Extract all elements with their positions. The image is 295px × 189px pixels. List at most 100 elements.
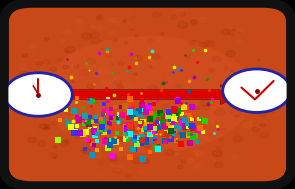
Circle shape xyxy=(113,128,117,130)
Point xyxy=(209,100,214,103)
Point xyxy=(122,125,127,128)
Circle shape xyxy=(198,115,207,121)
Circle shape xyxy=(191,20,197,25)
Point xyxy=(140,157,145,160)
Point xyxy=(139,114,144,117)
Circle shape xyxy=(133,76,135,77)
Point xyxy=(73,100,78,103)
Circle shape xyxy=(233,29,236,31)
Circle shape xyxy=(234,73,238,76)
Point xyxy=(133,136,138,139)
Point xyxy=(75,116,80,119)
Point xyxy=(94,128,98,131)
Point xyxy=(134,112,138,115)
Point xyxy=(173,139,178,142)
Circle shape xyxy=(52,121,58,125)
Circle shape xyxy=(157,37,162,41)
Circle shape xyxy=(212,150,222,157)
Point xyxy=(95,149,99,152)
Circle shape xyxy=(161,104,170,109)
Circle shape xyxy=(86,63,94,68)
Point xyxy=(187,89,191,92)
Point xyxy=(182,106,186,109)
Point xyxy=(139,143,144,146)
Circle shape xyxy=(122,78,132,84)
Circle shape xyxy=(195,151,203,156)
Circle shape xyxy=(169,119,179,125)
Circle shape xyxy=(93,152,103,158)
Point xyxy=(150,50,155,53)
Circle shape xyxy=(204,41,214,47)
Circle shape xyxy=(144,46,150,50)
Point xyxy=(110,71,114,74)
Point xyxy=(82,131,87,134)
Point xyxy=(185,122,189,125)
Circle shape xyxy=(194,101,199,105)
Point xyxy=(191,49,196,52)
Point xyxy=(132,138,137,141)
Circle shape xyxy=(114,76,120,80)
Circle shape xyxy=(127,37,134,42)
Circle shape xyxy=(194,106,199,109)
Point xyxy=(153,123,158,126)
Circle shape xyxy=(103,162,106,164)
Circle shape xyxy=(43,60,49,64)
Circle shape xyxy=(131,15,135,18)
Point xyxy=(71,120,75,123)
Point xyxy=(166,115,171,118)
Circle shape xyxy=(156,97,164,102)
Point xyxy=(102,128,107,131)
Circle shape xyxy=(141,129,150,135)
Point xyxy=(148,132,153,135)
Circle shape xyxy=(38,141,47,146)
Point xyxy=(89,119,94,122)
Point xyxy=(155,118,160,121)
Circle shape xyxy=(58,59,63,62)
Circle shape xyxy=(99,67,108,74)
Circle shape xyxy=(212,64,216,67)
Point xyxy=(124,137,129,140)
Point xyxy=(108,123,113,126)
Circle shape xyxy=(224,143,226,144)
Point xyxy=(104,125,109,128)
Point xyxy=(128,132,133,135)
Circle shape xyxy=(223,69,291,112)
Circle shape xyxy=(230,103,238,108)
Point xyxy=(163,139,168,142)
Point xyxy=(163,141,168,144)
Circle shape xyxy=(87,90,94,95)
Circle shape xyxy=(96,126,104,131)
Point xyxy=(173,98,178,101)
Point xyxy=(133,117,138,120)
Circle shape xyxy=(135,93,141,97)
Point xyxy=(85,120,90,123)
Circle shape xyxy=(81,33,92,40)
Circle shape xyxy=(71,100,79,105)
Circle shape xyxy=(258,112,266,117)
Point xyxy=(111,126,116,129)
Circle shape xyxy=(176,9,184,15)
Circle shape xyxy=(133,89,140,94)
Point xyxy=(188,133,193,136)
Point xyxy=(160,113,165,116)
Circle shape xyxy=(123,82,133,88)
Point xyxy=(110,118,115,121)
Point xyxy=(172,115,177,118)
Circle shape xyxy=(118,61,124,65)
Point xyxy=(138,129,142,132)
Point xyxy=(128,124,132,127)
Circle shape xyxy=(84,118,94,124)
Circle shape xyxy=(183,124,191,129)
Point xyxy=(138,140,142,143)
Point xyxy=(209,98,214,101)
Point xyxy=(194,61,199,64)
Point xyxy=(143,111,148,114)
Circle shape xyxy=(155,97,163,102)
Point xyxy=(143,112,148,115)
Point xyxy=(111,139,116,142)
Point xyxy=(73,125,77,128)
Point xyxy=(198,127,203,130)
Circle shape xyxy=(244,90,246,92)
Point xyxy=(162,132,167,136)
Circle shape xyxy=(234,29,243,35)
